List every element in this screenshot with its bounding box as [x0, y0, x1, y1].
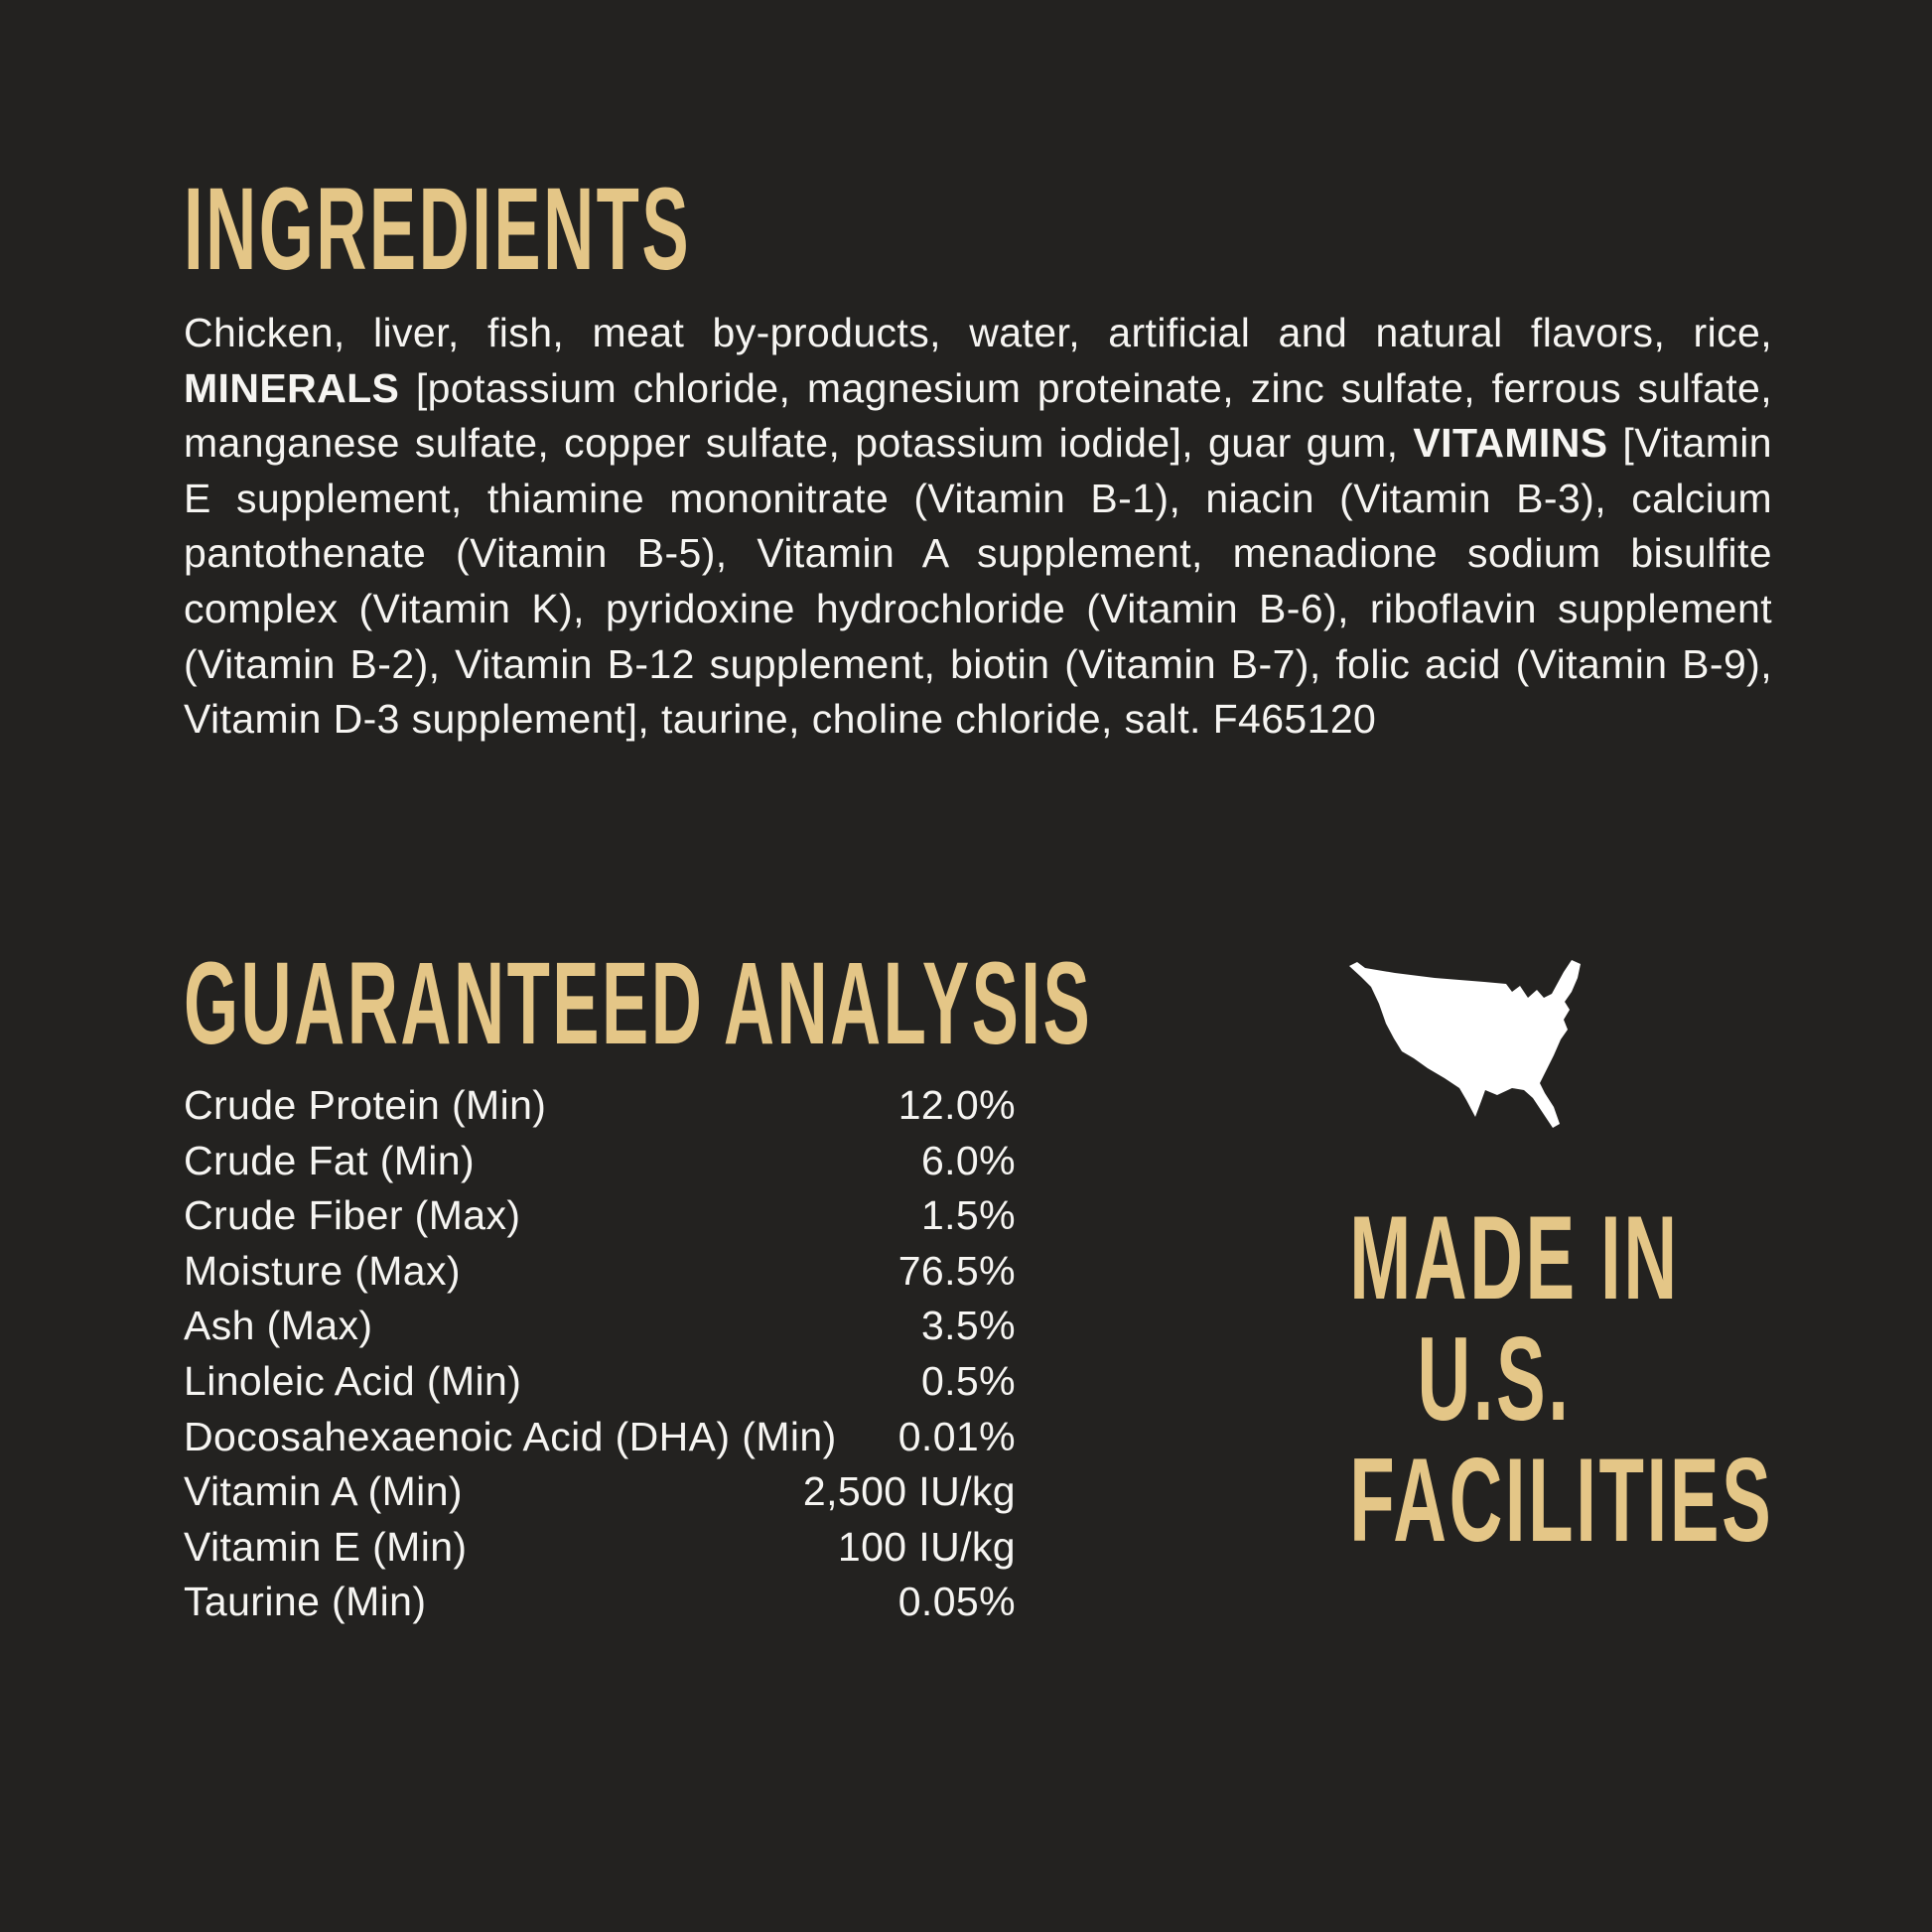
analysis-row: Docosahexaenoic Acid (DHA) (Min) 0.01%	[184, 1410, 1016, 1465]
guaranteed-analysis-table: Crude Protein (Min) 12.0% Crude Fat (Min…	[184, 1078, 1016, 1630]
made-in-line: U.S.	[1417, 1312, 1572, 1446]
guaranteed-analysis-title: GUARANTEED ANALYSIS	[184, 938, 1093, 1069]
analysis-value: 1.5%	[920, 1192, 1016, 1239]
analysis-row: Vitamin E (Min) 100 IU/kg	[184, 1520, 1016, 1576]
ingredients-title: INGREDIENTS	[184, 164, 692, 295]
analysis-row: Crude Protein (Min) 12.0%	[184, 1078, 1016, 1134]
analysis-row: Moisture (Max) 76.5%	[184, 1244, 1016, 1300]
analysis-row: Taurine (Min) 0.05%	[184, 1575, 1016, 1630]
made-in-line: FACILITIES	[1349, 1434, 1774, 1567]
analysis-row: Linoleic Acid (Min) 0.5%	[184, 1354, 1016, 1410]
analysis-label: Taurine (Min)	[184, 1579, 427, 1625]
analysis-label: Crude Fiber (Max)	[184, 1192, 521, 1239]
ingredients-text: Chicken, liver, fish, meat by-products, …	[184, 310, 1772, 743]
analysis-value: 0.05%	[897, 1579, 1016, 1625]
made-in-line: MADE IN	[1349, 1191, 1680, 1324]
analysis-label: Ash (Max)	[184, 1303, 373, 1349]
analysis-label: Vitamin A (Min)	[184, 1468, 463, 1515]
made-in-panel: MADE IN U.S. FACILITIES	[1261, 941, 1774, 1567]
analysis-value: 6.0%	[920, 1137, 1016, 1183]
analysis-value: 12.0%	[897, 1082, 1016, 1128]
analysis-value: 76.5%	[897, 1247, 1016, 1294]
analysis-value: 2,500 IU/kg	[802, 1468, 1016, 1515]
analysis-label: Crude Protein (Min)	[184, 1082, 547, 1128]
analysis-value: 0.01%	[897, 1413, 1016, 1459]
analysis-value: 100 IU/kg	[837, 1523, 1016, 1570]
analysis-row: Crude Fat (Min) 6.0%	[184, 1134, 1016, 1189]
analysis-value: 3.5%	[920, 1303, 1016, 1349]
analysis-row: Crude Fiber (Max) 1.5%	[184, 1188, 1016, 1244]
analysis-label: Vitamin E (Min)	[184, 1523, 468, 1570]
analysis-label: Linoleic Acid (Min)	[184, 1357, 522, 1404]
usa-map-icon	[1349, 960, 1581, 1128]
analysis-label: Moisture (Max)	[184, 1247, 461, 1294]
analysis-value: 0.5%	[920, 1357, 1016, 1404]
analysis-row: Ash (Max) 3.5%	[184, 1299, 1016, 1354]
analysis-row: Vitamin A (Min) 2,500 IU/kg	[184, 1464, 1016, 1520]
made-in-text: MADE IN U.S. FACILITIES	[1261, 1191, 1774, 1567]
analysis-label: Docosahexaenoic Acid (DHA) (Min)	[184, 1413, 837, 1459]
analysis-label: Crude Fat (Min)	[184, 1137, 476, 1183]
